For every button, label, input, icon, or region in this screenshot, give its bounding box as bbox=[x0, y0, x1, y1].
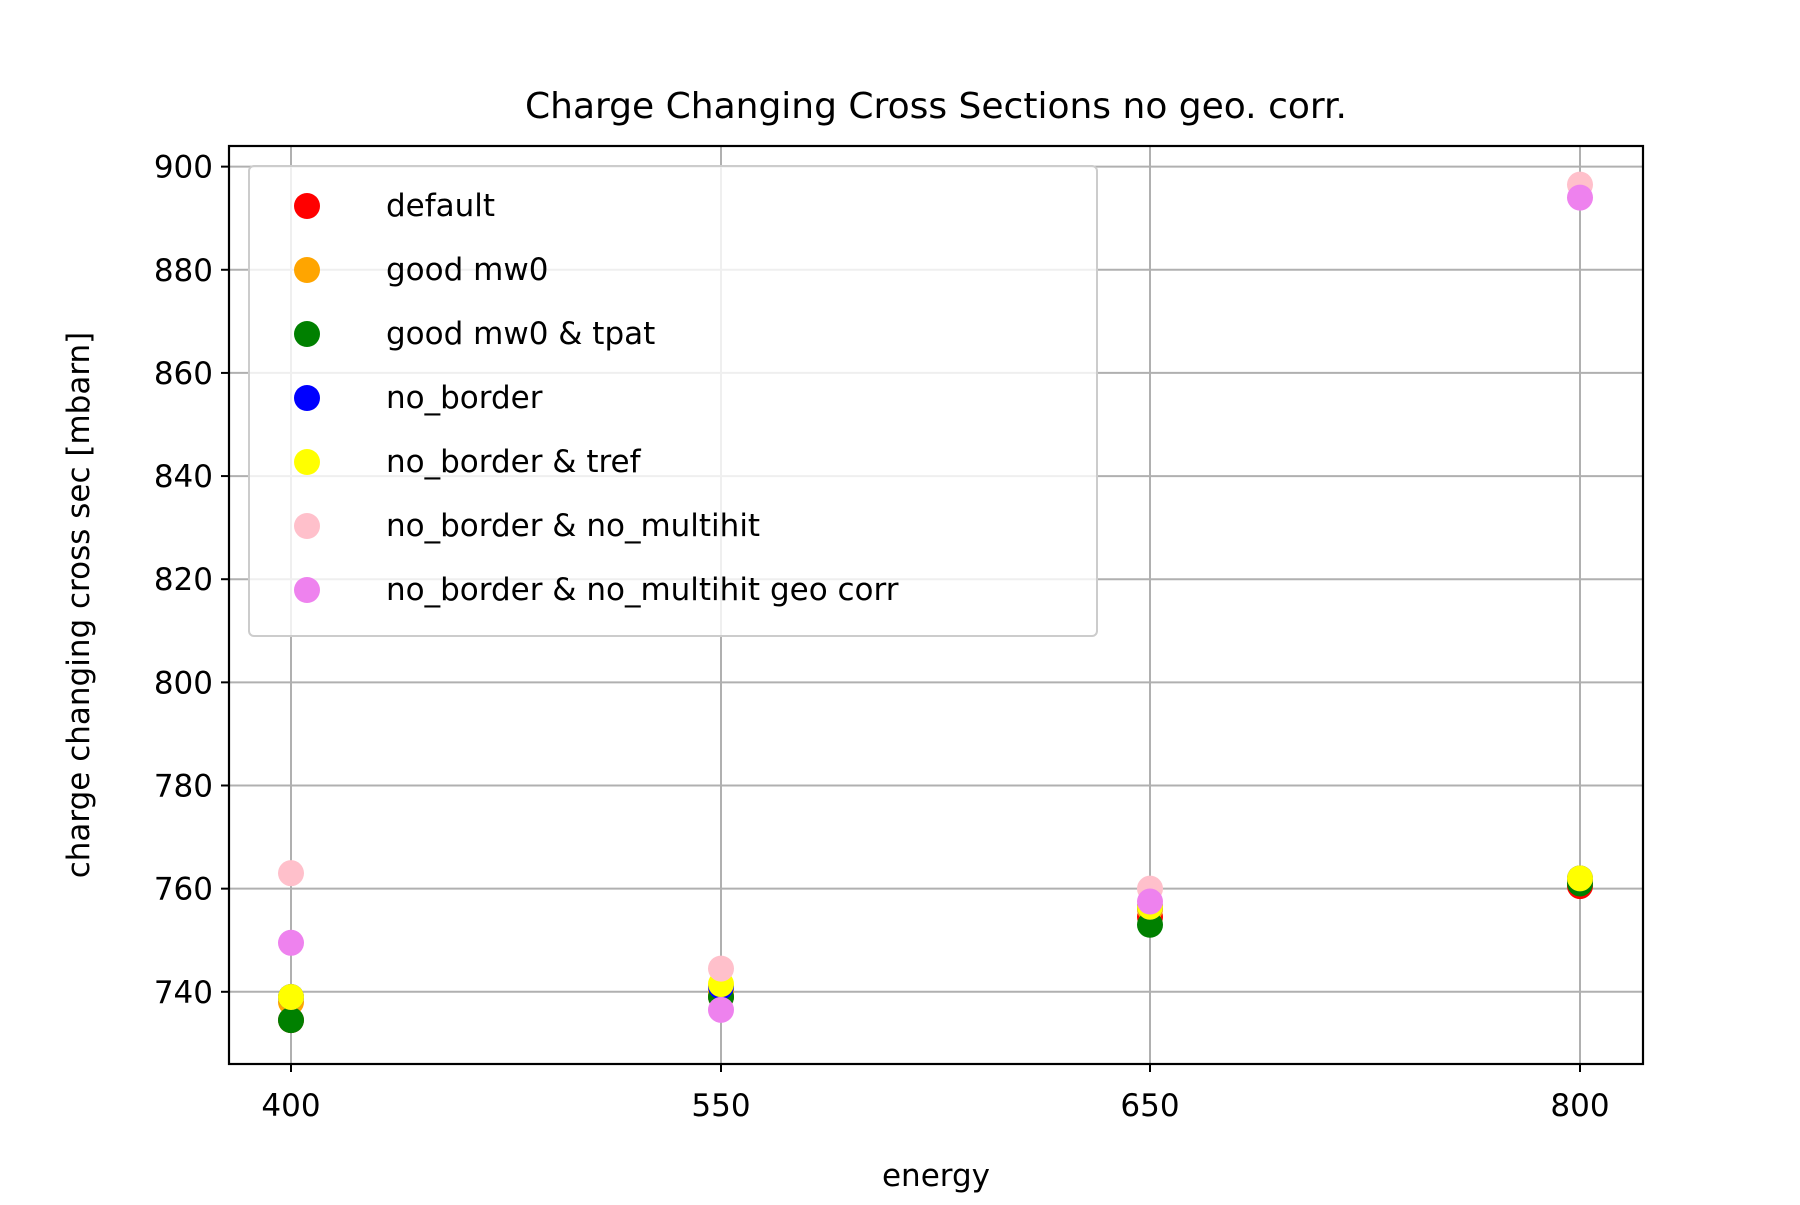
y-tick-label: 780 bbox=[154, 769, 213, 805]
plot-frame bbox=[227, 144, 1645, 1066]
data-point bbox=[278, 1007, 304, 1034]
y-tick-label: 900 bbox=[154, 150, 213, 186]
legend-label: default bbox=[386, 188, 495, 224]
legend-label: no_border & no_multihit geo corr bbox=[386, 572, 899, 608]
data-point bbox=[278, 983, 304, 1010]
chart-title: Charge Changing Cross Sections no geo. c… bbox=[525, 86, 1347, 127]
x-tick-label: 400 bbox=[261, 1088, 320, 1124]
data-point bbox=[1137, 911, 1163, 938]
legend-label: no_border & no_multihit bbox=[386, 508, 760, 544]
data-point bbox=[708, 955, 734, 982]
x-tick-label: 800 bbox=[1550, 1088, 1609, 1124]
legend-marker bbox=[294, 193, 320, 219]
y-tick-label: 800 bbox=[154, 665, 213, 701]
legend-label: no_border & tref bbox=[386, 444, 642, 480]
legend-box bbox=[248, 165, 1098, 637]
legend-label: good mw0 bbox=[386, 252, 548, 288]
legend-marker bbox=[294, 449, 320, 475]
y-tick-label: 820 bbox=[154, 562, 213, 598]
data-point bbox=[1567, 184, 1593, 211]
y-tick-label: 740 bbox=[154, 975, 213, 1011]
legend: default good mw0 good mw0 & tpat no_bordern… bbox=[248, 165, 1098, 637]
y-tick-label: 760 bbox=[154, 872, 213, 908]
legend-marker bbox=[294, 257, 320, 283]
x-tick-label: 650 bbox=[1120, 1088, 1179, 1124]
legend-marker bbox=[294, 513, 320, 539]
legend-marker bbox=[294, 321, 320, 347]
data-point bbox=[708, 996, 734, 1023]
x-axis-label: energy bbox=[882, 1158, 990, 1194]
points-layer bbox=[278, 171, 1593, 1034]
y-axis-label: charge changing cross sec [mbarn] bbox=[61, 332, 97, 879]
data-point bbox=[278, 860, 304, 887]
data-point bbox=[1567, 865, 1593, 892]
data-point bbox=[278, 929, 304, 956]
y-tick-label: 860 bbox=[154, 356, 213, 392]
legend-label: no_border bbox=[386, 380, 543, 416]
x-tick-label: 550 bbox=[691, 1088, 750, 1124]
legend-marker bbox=[294, 385, 320, 411]
legend-marker bbox=[294, 577, 320, 603]
y-tick-label: 840 bbox=[154, 459, 213, 495]
ticks-layer: 400 550 650 800 740 760 780 800 820 840 860 880 900 bbox=[154, 150, 1610, 1124]
data-point bbox=[1137, 888, 1163, 915]
y-tick-label: 880 bbox=[154, 253, 213, 289]
legend-label: good mw0 & tpat bbox=[386, 316, 655, 352]
